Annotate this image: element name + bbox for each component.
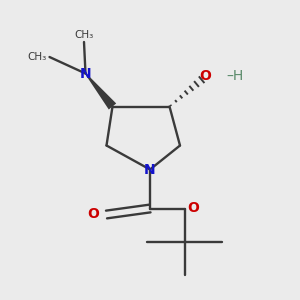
Text: –H: –H — [226, 70, 244, 83]
Polygon shape — [85, 73, 116, 110]
Text: CH₃: CH₃ — [74, 31, 94, 40]
Text: CH₃: CH₃ — [27, 52, 46, 62]
Text: O: O — [188, 202, 200, 215]
Text: N: N — [80, 67, 91, 80]
Text: N: N — [144, 163, 156, 176]
Text: O: O — [200, 70, 211, 83]
Text: O: O — [87, 208, 99, 221]
